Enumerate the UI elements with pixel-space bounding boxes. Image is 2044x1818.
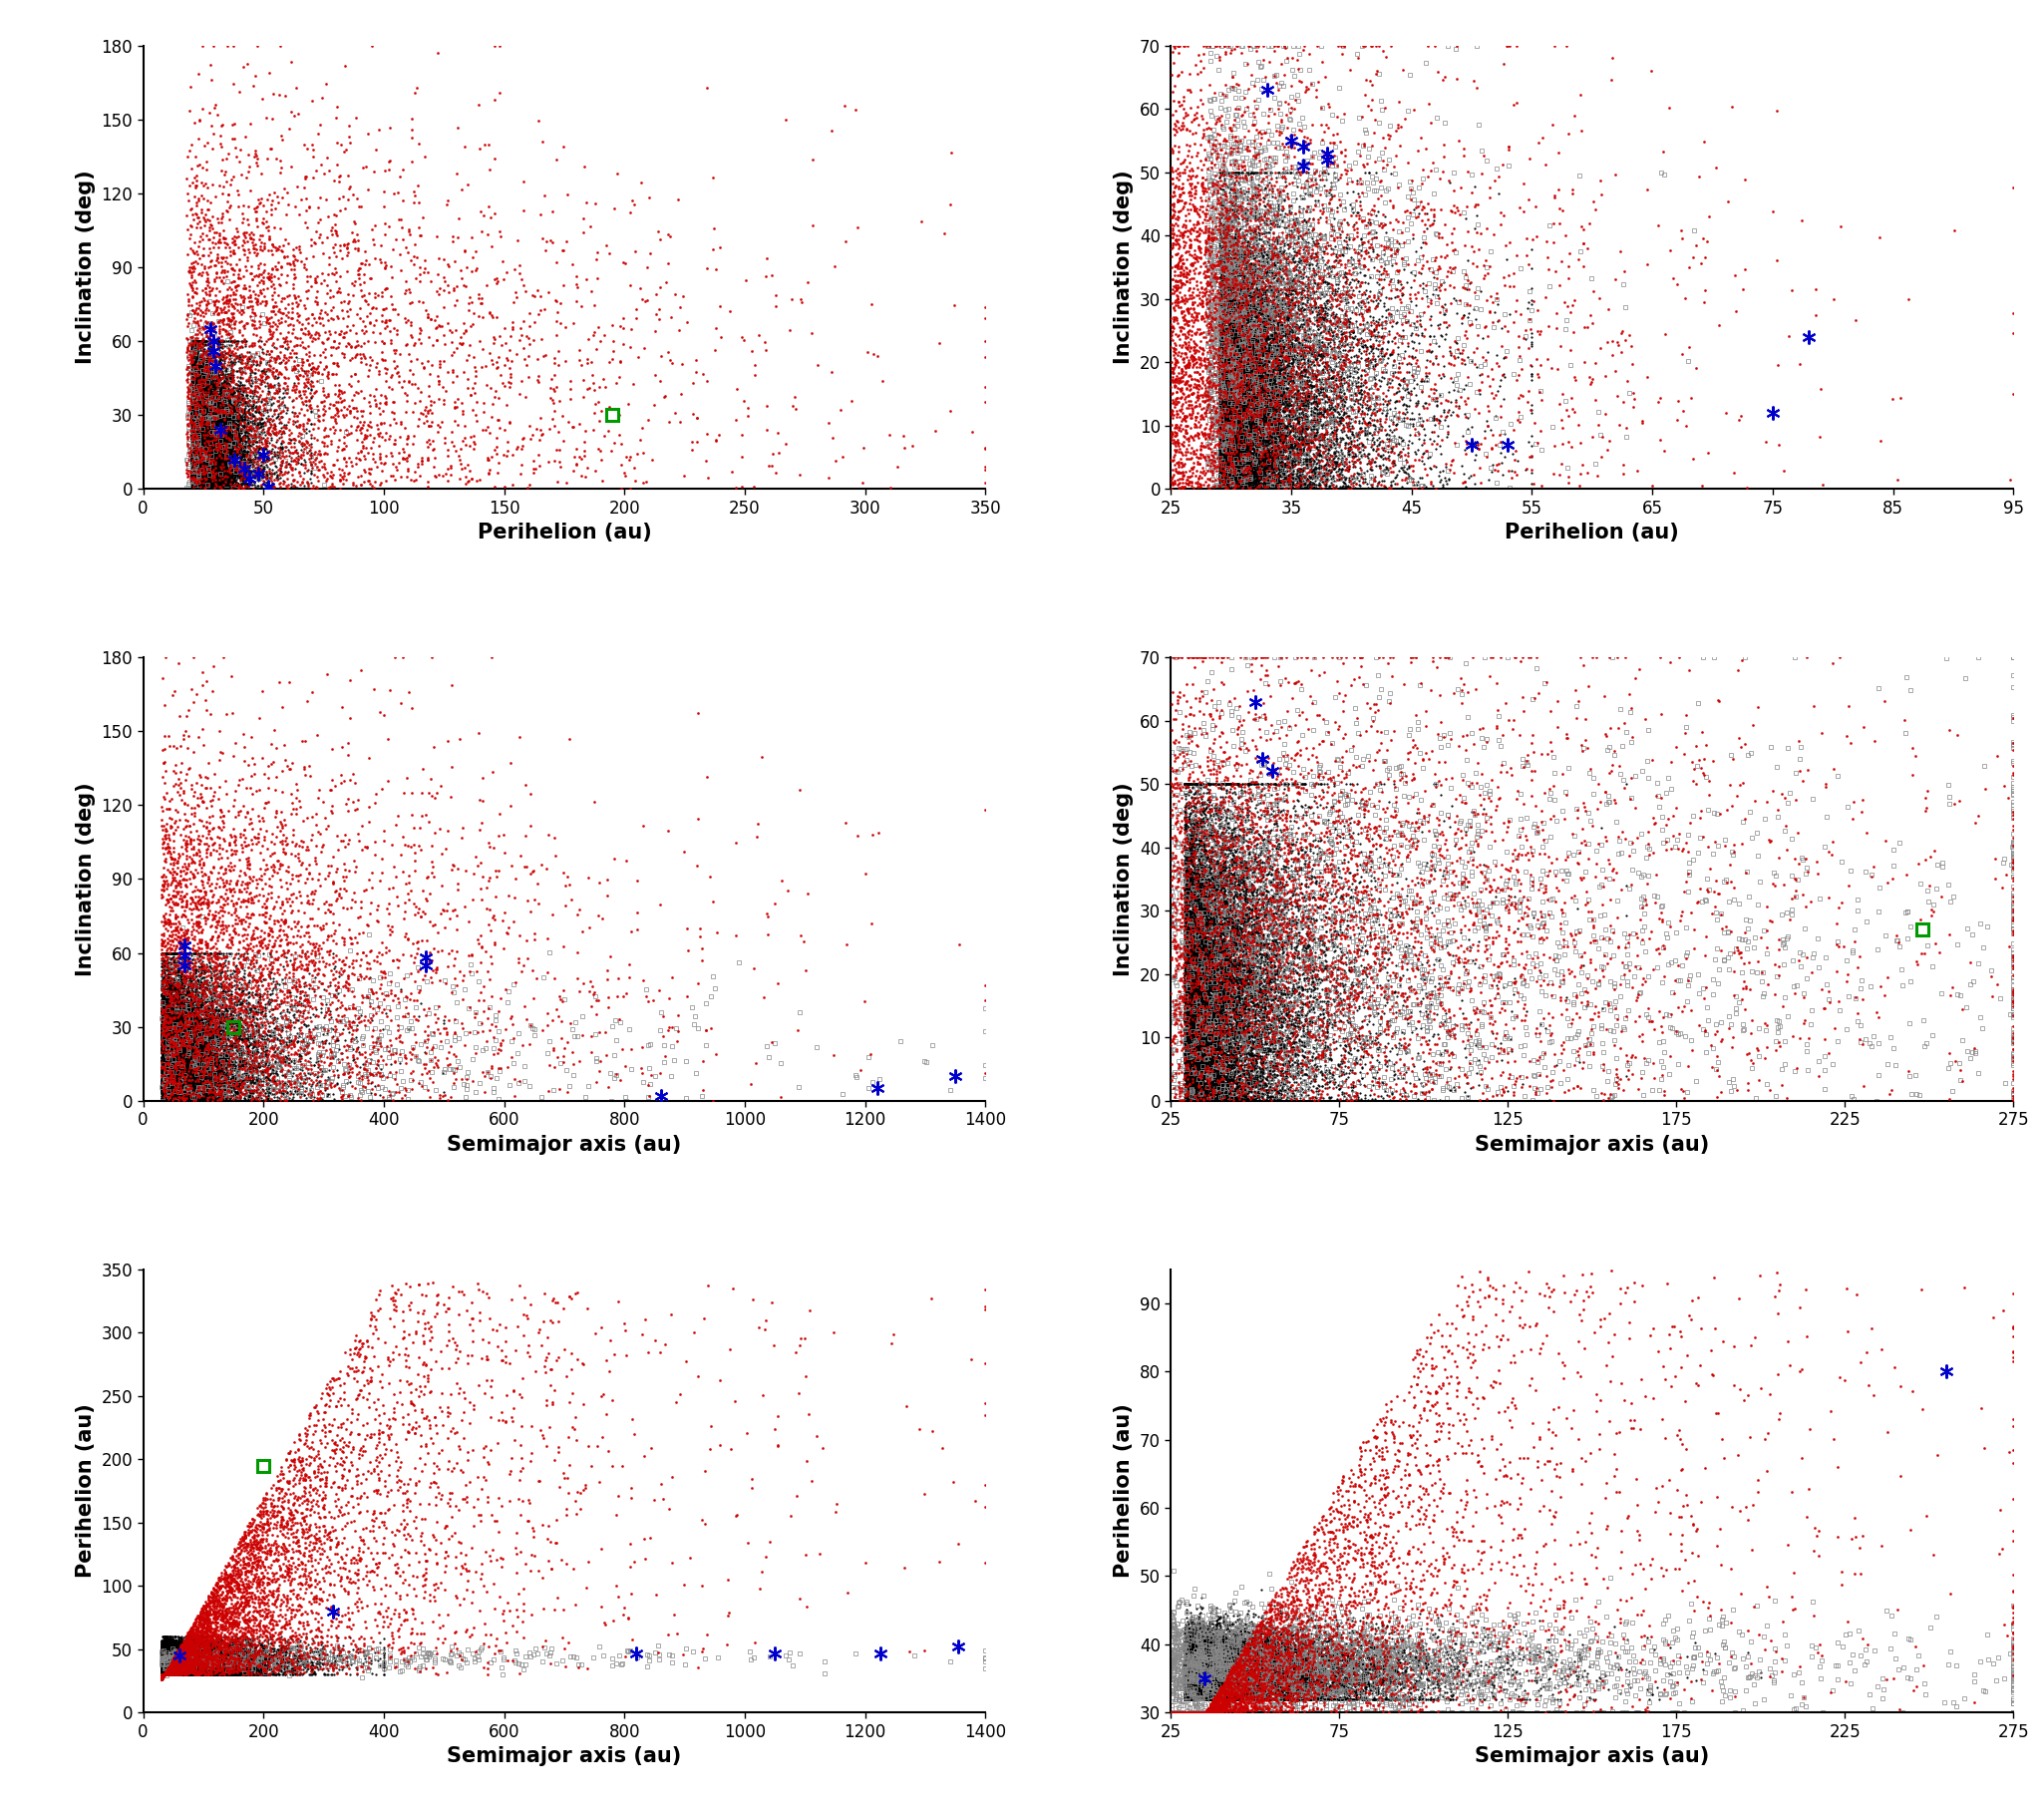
Y-axis label: Inclination (deg): Inclination (deg): [1114, 171, 1134, 364]
Y-axis label: Perihelion (au): Perihelion (au): [76, 1403, 96, 1578]
Y-axis label: Inclination (deg): Inclination (deg): [1114, 782, 1134, 976]
X-axis label: Perihelion (au): Perihelion (au): [476, 524, 652, 542]
X-axis label: Semimajor axis (au): Semimajor axis (au): [448, 1747, 681, 1767]
X-axis label: Semimajor axis (au): Semimajor axis (au): [448, 1134, 681, 1154]
X-axis label: Perihelion (au): Perihelion (au): [1504, 524, 1680, 542]
X-axis label: Semimajor axis (au): Semimajor axis (au): [1476, 1134, 1709, 1154]
X-axis label: Semimajor axis (au): Semimajor axis (au): [1476, 1747, 1709, 1767]
Y-axis label: Inclination (deg): Inclination (deg): [76, 171, 96, 364]
Y-axis label: Inclination (deg): Inclination (deg): [76, 782, 96, 976]
Y-axis label: Perihelion (au): Perihelion (au): [1114, 1403, 1134, 1578]
